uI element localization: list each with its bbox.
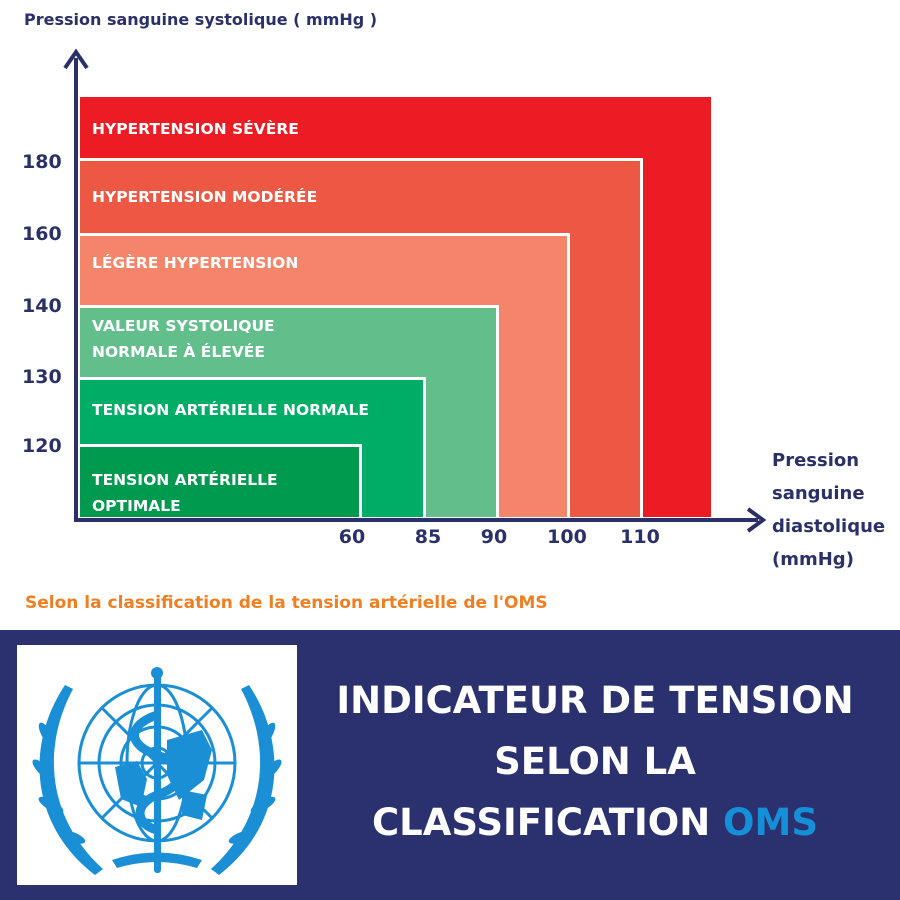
zone-label: TENSION ARTÉRIELLE NORMALE xyxy=(92,401,370,419)
who-logo xyxy=(17,645,297,885)
banner-title-line-1: INDICATEUR DE TENSION xyxy=(336,679,854,722)
x-axis-title: Pression sanguine diastolique (mmHg) xyxy=(772,450,886,570)
banner-title-line-2: SELON LA xyxy=(494,740,696,783)
banner-title-highlight: OMS xyxy=(723,801,818,844)
zone-label: HYPERTENSION MODÉRÉE xyxy=(92,188,318,206)
axes xyxy=(63,48,767,533)
x-tick-label: 60 xyxy=(338,526,366,548)
y-tick-label: 140 xyxy=(22,295,62,317)
x-tick-label: 90 xyxy=(480,526,508,548)
footnote: Selon la classification de la tension ar… xyxy=(25,593,548,613)
zone-label: HYPERTENSION SÉVÈRE xyxy=(92,120,299,138)
zone-label: TENSION ARTÉRIELLE OPTIMALE xyxy=(92,471,278,515)
x-tick-label: 110 xyxy=(620,526,660,548)
x-tick-label: 100 xyxy=(547,526,587,548)
y-tick-label: 180 xyxy=(22,151,62,173)
y-axis-arrow xyxy=(63,48,89,70)
banner: INDICATEUR DE TENSION SELON LA CLASSIFIC… xyxy=(0,630,900,900)
y-axis-title: Pression sanguine systolique ( mmHg ) xyxy=(24,10,378,29)
banner-title: INDICATEUR DE TENSION SELON LA CLASSIFIC… xyxy=(310,670,880,853)
banner-title-prefix: CLASSIFICATION xyxy=(372,801,724,844)
x-axis-arrow xyxy=(746,507,767,533)
who-emblem-icon xyxy=(32,667,282,875)
banner-title-line-3: CLASSIFICATION OMS xyxy=(310,792,880,853)
zone-label: LÉGÈRE HYPERTENSION xyxy=(92,254,299,272)
y-tick-label: 160 xyxy=(22,223,62,245)
zone-6 xyxy=(80,444,362,517)
x-tick-label: 85 xyxy=(414,526,442,548)
y-tick-label: 120 xyxy=(22,435,62,457)
y-tick-label: 130 xyxy=(22,366,62,388)
zone-label: VALEUR SYSTOLIQUE NORMALE À ÉLEVÉE xyxy=(92,317,275,361)
